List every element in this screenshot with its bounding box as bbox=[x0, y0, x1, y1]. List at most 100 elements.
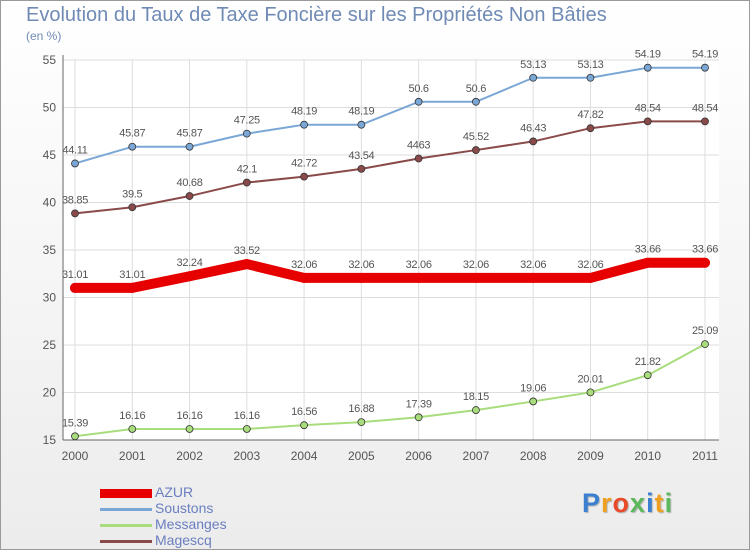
data-point-magescq bbox=[529, 137, 538, 146]
data-label-magescq: 38.85 bbox=[62, 194, 88, 206]
data-point-soustons bbox=[357, 120, 366, 129]
legend-label-magescq: Magescq bbox=[155, 532, 212, 548]
legend-item-soustons: Soustons bbox=[100, 500, 360, 517]
x-tick-label: 2004 bbox=[291, 449, 318, 463]
data-point-magescq bbox=[586, 124, 595, 133]
data-point-soustons bbox=[529, 73, 538, 82]
proxiti-logo: Proxiti bbox=[582, 488, 673, 519]
data-point-magescq bbox=[128, 203, 137, 212]
data-label-soustons: 50.6 bbox=[466, 83, 486, 95]
y-tick-label: 45 bbox=[43, 148, 57, 162]
data-point-messanges bbox=[529, 397, 538, 406]
data-label-soustons: 47.25 bbox=[234, 115, 260, 127]
data-label-magescq: 42.1 bbox=[237, 164, 257, 176]
data-point-azur bbox=[299, 272, 310, 283]
data-point-messanges bbox=[701, 340, 709, 349]
data-point-messanges bbox=[128, 425, 137, 433]
data-label-messanges: 15.39 bbox=[62, 417, 88, 429]
data-label-messanges: 17.39 bbox=[406, 398, 432, 410]
data-label-magescq: 48.54 bbox=[635, 102, 661, 114]
series-line-azur bbox=[70, 257, 710, 293]
data-label-messanges: 16.88 bbox=[348, 403, 374, 415]
data-point-magescq bbox=[185, 192, 194, 200]
data-point-azur bbox=[70, 282, 80, 293]
data-point-messanges bbox=[357, 418, 366, 427]
data-label-azur: 32.06 bbox=[577, 259, 603, 271]
data-label-soustons: 54.19 bbox=[692, 49, 718, 61]
data-point-azur bbox=[470, 272, 481, 283]
data-label-soustons: 45.87 bbox=[177, 128, 203, 140]
legend-item-azur: AZUR bbox=[100, 484, 360, 501]
data-point-messanges bbox=[643, 371, 652, 380]
series-line-magescq bbox=[74, 120, 706, 215]
data-label-messanges: 21.82 bbox=[635, 356, 661, 368]
data-label-magescq: 39.5 bbox=[122, 188, 142, 200]
data-point-azur bbox=[356, 272, 367, 283]
legend-label-messanges: Messanges bbox=[155, 516, 227, 532]
data-point-soustons bbox=[701, 63, 709, 72]
data-point-messanges bbox=[586, 388, 595, 397]
data-label-messanges: 18.15 bbox=[463, 391, 489, 403]
chart-subtitle: (en %) bbox=[26, 29, 62, 43]
data-point-messanges bbox=[242, 425, 251, 433]
data-point-azur bbox=[585, 272, 596, 283]
data-label-azur: 32.06 bbox=[463, 259, 489, 271]
data-label-soustons: 53.13 bbox=[577, 59, 603, 71]
y-tick-label: 15 bbox=[43, 433, 57, 447]
logo-letter: r bbox=[601, 488, 613, 518]
data-label-messanges: 16.16 bbox=[177, 410, 203, 422]
data-point-azur bbox=[184, 271, 195, 282]
data-point-soustons bbox=[643, 63, 652, 72]
data-label-magescq: 4463 bbox=[407, 140, 430, 152]
data-point-azur bbox=[127, 282, 138, 293]
x-tick-label: 2010 bbox=[634, 449, 661, 463]
data-point-magescq bbox=[643, 117, 652, 126]
data-point-soustons bbox=[586, 73, 595, 82]
data-point-azur bbox=[700, 257, 710, 268]
data-point-magescq bbox=[472, 146, 480, 154]
data-label-azur: 33.52 bbox=[234, 245, 260, 257]
x-tick-label: 2006 bbox=[405, 449, 432, 463]
data-label-messanges: 16.56 bbox=[291, 406, 317, 418]
x-tick-label: 2001 bbox=[119, 449, 146, 463]
data-label-magescq: 48.54 bbox=[692, 102, 718, 114]
data-point-messanges bbox=[71, 432, 79, 441]
data-label-magescq: 46.43 bbox=[520, 122, 546, 134]
data-label-soustons: 44.11 bbox=[62, 144, 87, 156]
series-line-soustons bbox=[74, 66, 706, 165]
y-tick-label: 20 bbox=[43, 386, 57, 400]
logo-letter: t bbox=[654, 488, 665, 518]
data-label-messanges: 19.06 bbox=[520, 382, 546, 394]
data-label-soustons: 48.19 bbox=[291, 106, 317, 118]
data-point-soustons bbox=[71, 159, 79, 168]
data-label-magescq: 40.68 bbox=[177, 177, 203, 189]
logo-letter: x bbox=[630, 488, 647, 518]
legend-label-soustons: Soustons bbox=[155, 500, 214, 516]
data-label-magescq: 42.72 bbox=[291, 158, 317, 170]
data-point-azur bbox=[413, 272, 424, 283]
logo-letter: i bbox=[646, 488, 655, 518]
data-point-soustons bbox=[185, 142, 194, 151]
data-label-messanges: 16.16 bbox=[234, 410, 260, 422]
data-point-azur bbox=[528, 272, 539, 283]
legend-swatch-magescq bbox=[100, 540, 152, 543]
legend-item-magescq: Magescq bbox=[100, 532, 360, 549]
x-tick-label: 2005 bbox=[348, 449, 375, 463]
x-tick-label: 2009 bbox=[577, 449, 604, 463]
y-tick-label: 35 bbox=[43, 243, 57, 257]
data-label-azur: 33.66 bbox=[692, 244, 718, 256]
x-tick-label: 2003 bbox=[233, 449, 260, 463]
y-tick-label: 30 bbox=[43, 291, 57, 305]
data-label-messanges: 25.09 bbox=[692, 325, 718, 337]
y-tick-label: 25 bbox=[43, 338, 57, 352]
data-point-magescq bbox=[300, 172, 308, 181]
data-label-soustons: 53.13 bbox=[520, 59, 546, 71]
data-point-magescq bbox=[71, 209, 79, 218]
data-label-azur: 32.24 bbox=[177, 257, 203, 269]
data-point-soustons bbox=[300, 120, 308, 129]
data-point-magescq bbox=[357, 164, 366, 173]
legend-swatch-azur bbox=[100, 489, 152, 498]
data-point-messanges bbox=[185, 425, 194, 433]
data-label-soustons: 45.87 bbox=[119, 128, 145, 140]
